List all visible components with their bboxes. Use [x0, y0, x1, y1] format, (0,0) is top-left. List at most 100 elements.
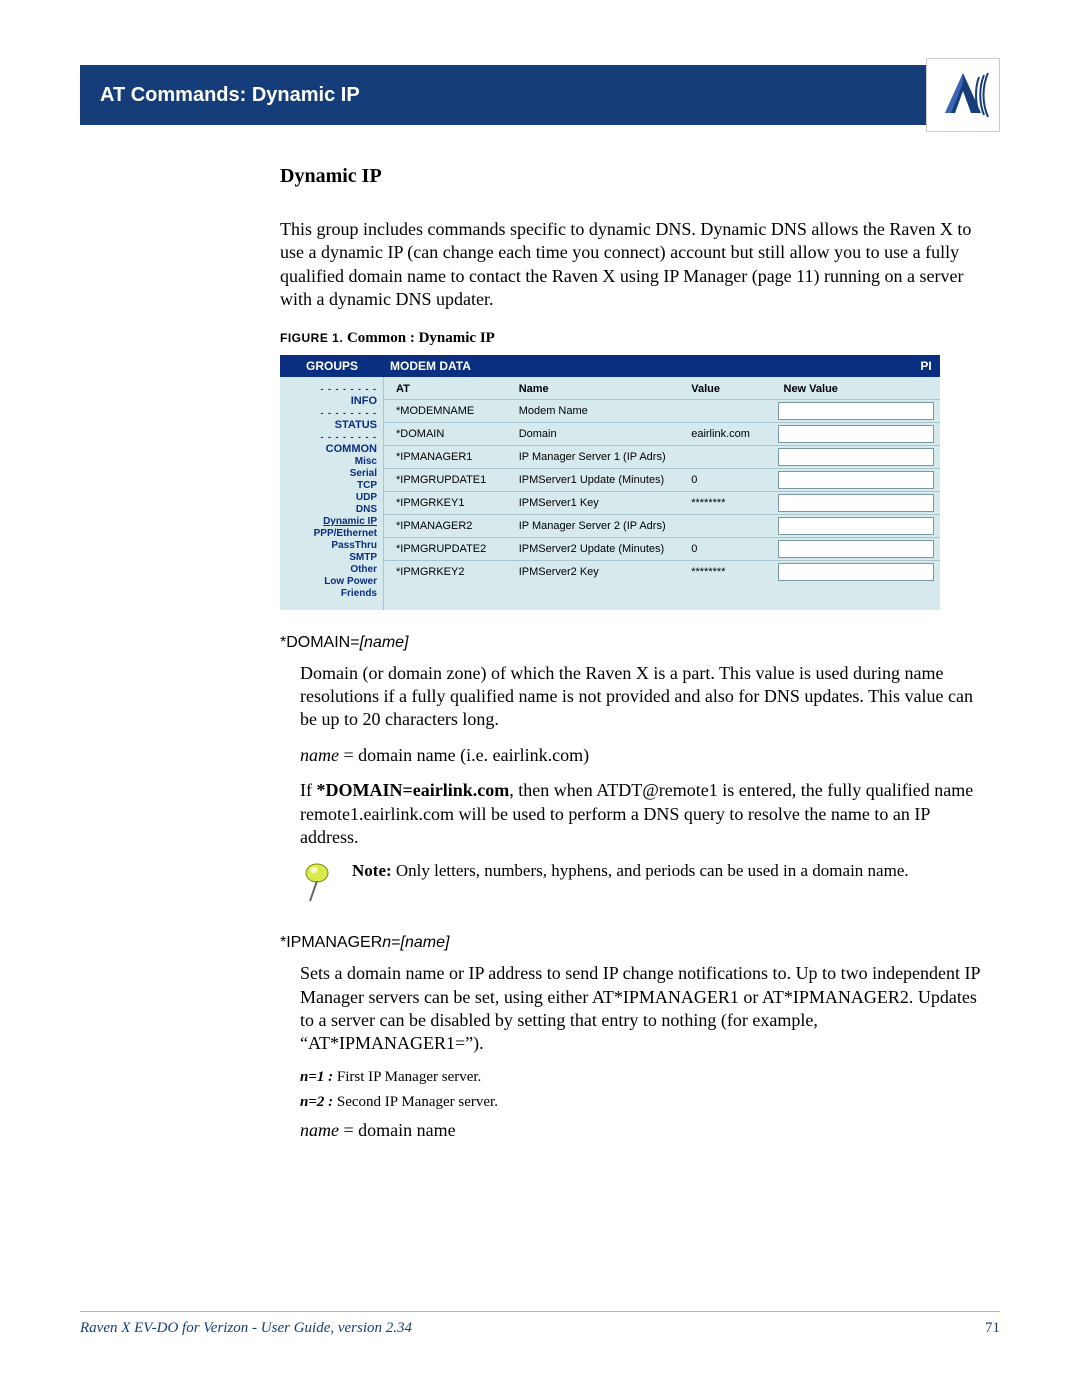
data-header-row: AT Name Value New Value: [384, 377, 940, 400]
cell-value: 0: [679, 537, 771, 560]
note-text: Note: Only letters, numbers, hyphens, an…: [352, 861, 909, 881]
sidebar-sub-serial[interactable]: Serial: [287, 468, 378, 479]
ipm-n1-b: First IP Manager server.: [333, 1069, 481, 1085]
ipm-title-param: [name]: [401, 934, 450, 951]
sidebar-sub-udp[interactable]: UDP: [287, 492, 378, 503]
new-value-input[interactable]: [778, 494, 934, 512]
sidebar-sub-other[interactable]: Other: [287, 564, 378, 575]
cell-at: *IPMANAGER2: [384, 514, 507, 537]
col-at: AT: [384, 377, 507, 400]
cell-name: IP Manager Server 1 (IP Adrs): [507, 445, 680, 468]
table-row: *DOMAINDomaineairlink.com: [384, 422, 940, 445]
new-value-input[interactable]: [778, 517, 934, 535]
sidebar-status[interactable]: STATUS: [287, 419, 378, 431]
cell-name: IPMServer2 Update (Minutes): [507, 537, 680, 560]
cell-value: 0: [679, 468, 771, 491]
ipm-title-n: n: [382, 934, 391, 951]
sidebar-sub-friends[interactable]: Friends: [287, 588, 378, 599]
sidebar-sub-passthru[interactable]: PassThru: [287, 540, 378, 551]
cell-name: Domain: [507, 422, 680, 445]
table-row: *IPMANAGER2IP Manager Server 2 (IP Adrs): [384, 514, 940, 537]
ipm-n1-a: n=1 :: [300, 1069, 333, 1085]
domain-p1: Domain (or domain zone) of which the Rav…: [300, 662, 980, 732]
ipm-n2-b: Second IP Manager server.: [333, 1094, 498, 1110]
new-value-input[interactable]: [778, 425, 934, 443]
pushpin-icon: [300, 861, 338, 910]
cell-at: *DOMAIN: [384, 422, 507, 445]
sidebar-sub-misc[interactable]: Misc: [287, 456, 378, 467]
ipmanager-command-body: Sets a domain name or IP address to send…: [300, 962, 980, 1142]
domain-p2: name = domain name (i.e. eairlink.com): [300, 744, 980, 767]
domain-p2-rest: = domain name (i.e. eairlink.com): [339, 745, 589, 765]
cell-name: IP Manager Server 2 (IP Adrs): [507, 514, 680, 537]
cell-name: IPMServer2 Key: [507, 560, 680, 583]
sidebar-info[interactable]: INFO: [287, 395, 378, 407]
ipm-p2-a: name: [300, 1120, 339, 1140]
cell-at: *IPMGRUPDATE1: [384, 468, 507, 491]
page-footer: Raven X EV-DO for Verizon - User Guide, …: [80, 1311, 1000, 1337]
domain-p3-a: If: [300, 780, 317, 800]
domain-title-param: [name]: [360, 634, 409, 651]
cell-value: ********: [679, 560, 771, 583]
note-body: Only letters, numbers, hyphens, and peri…: [392, 861, 909, 880]
header-title: AT Commands: Dynamic IP: [100, 84, 360, 107]
figure-data-area: AT Name Value New Value *MODEMNAMEModem …: [384, 376, 940, 610]
sidebar-common[interactable]: COMMON: [287, 443, 378, 455]
domain-command-title: *DOMAIN=[name]: [280, 634, 980, 652]
cell-at: *IPMGRKEY1: [384, 491, 507, 514]
new-value-input[interactable]: [778, 540, 934, 558]
header-band: AT Commands: Dynamic IP: [80, 65, 1000, 125]
table-row: *IPMGRKEY1IPMServer1 Key********: [384, 491, 940, 514]
ipm-n2-a: n=2 :: [300, 1094, 333, 1110]
domain-p2-name: name: [300, 745, 339, 765]
sidebar-sub-dns[interactable]: DNS: [287, 504, 378, 515]
logo-box: [926, 58, 1000, 132]
figure-top-row: GROUPS MODEM DATA PI: [281, 355, 940, 376]
cell-at: *IPMGRKEY2: [384, 560, 507, 583]
figure-modem-data-label: MODEM DATA: [384, 355, 913, 376]
figure-groups-label: GROUPS: [281, 355, 384, 376]
intro-paragraph: This group includes commands specific to…: [280, 218, 980, 312]
section-heading: Dynamic IP: [280, 165, 980, 188]
new-value-input[interactable]: [778, 448, 934, 466]
new-value-input[interactable]: [778, 471, 934, 489]
ipm-p1: Sets a domain name or IP address to send…: [300, 962, 980, 1056]
ipm-n1: n=1 : First IP Manager server.: [300, 1068, 980, 1088]
cell-name: IPMServer1 Key: [507, 491, 680, 514]
cell-name: Modem Name: [507, 399, 680, 422]
table-row: *IPMGRUPDATE2IPMServer2 Update (Minutes)…: [384, 537, 940, 560]
note-row: Note: Only letters, numbers, hyphens, an…: [300, 861, 980, 910]
sidebar-sub-ppp[interactable]: PPP/Ethernet: [287, 528, 378, 539]
new-value-input[interactable]: [778, 563, 934, 581]
cell-value: [679, 514, 771, 537]
sidebar-sub-dynamic-ip[interactable]: Dynamic IP: [287, 516, 378, 527]
cell-value: [679, 445, 771, 468]
footer-text: Raven X EV-DO for Verizon - User Guide, …: [80, 1320, 412, 1337]
figure-right-label: PI: [913, 355, 940, 376]
airlink-logo-icon: [935, 67, 991, 123]
figure-caption-prefix: FIGURE 1.: [280, 331, 343, 345]
ipm-title-a: *IPMANAGER: [280, 934, 382, 951]
ipm-p2-b: = domain name: [339, 1120, 456, 1140]
col-new-value: New Value: [772, 377, 940, 400]
cell-at: *MODEMNAME: [384, 399, 507, 422]
figure-caption: FIGURE 1. Common : Dynamic IP: [280, 330, 980, 347]
new-value-input[interactable]: [778, 402, 934, 420]
sidebar-sub-tcp[interactable]: TCP: [287, 480, 378, 491]
cell-at: *IPMANAGER1: [384, 445, 507, 468]
domain-title-text: *DOMAIN=: [280, 634, 360, 651]
page-root: AT Commands: Dynamic IP Dynamic IP This …: [0, 0, 1080, 1397]
col-name: Name: [507, 377, 680, 400]
figure-caption-text: Common : Dynamic IP: [347, 330, 495, 346]
col-value: Value: [679, 377, 771, 400]
table-row: *IPMGRUPDATE1IPMServer1 Update (Minutes)…: [384, 468, 940, 491]
cell-at: *IPMGRUPDATE2: [384, 537, 507, 560]
ipm-p2: name = domain name: [300, 1119, 980, 1142]
content-area: Dynamic IP This group includes commands …: [280, 165, 980, 1154]
domain-p3-b: *DOMAIN=eairlink.com: [317, 780, 510, 800]
sidebar-sub-low-power[interactable]: Low Power: [287, 576, 378, 587]
sidebar-sub-smtp[interactable]: SMTP: [287, 552, 378, 563]
table-row: *IPMANAGER1IP Manager Server 1 (IP Adrs): [384, 445, 940, 468]
ipm-title-b: =: [391, 934, 400, 951]
page-number: 71: [985, 1320, 1000, 1337]
